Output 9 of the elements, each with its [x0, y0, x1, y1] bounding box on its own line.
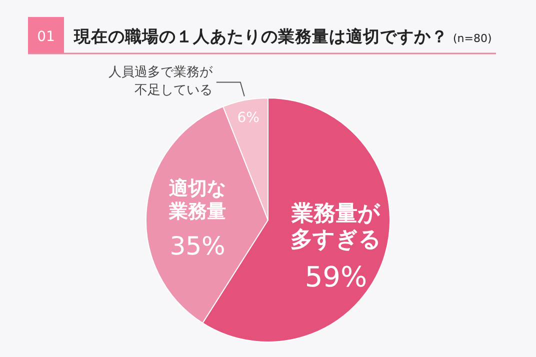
slice-label: 業務量が多すぎる: [290, 202, 382, 253]
text: 01: [37, 29, 55, 45]
chart-title: 現在の職場の１人あたりの業務量は適切ですか？: [74, 27, 448, 46]
data-label: 35%: [170, 231, 226, 260]
slice-label: 適切な業務量: [168, 177, 226, 222]
text: (n=80): [453, 32, 492, 45]
slice-label: 人員過多で業務が不足している: [108, 65, 214, 98]
data-label: 6%: [237, 110, 260, 126]
data-label: 59%: [304, 260, 368, 294]
